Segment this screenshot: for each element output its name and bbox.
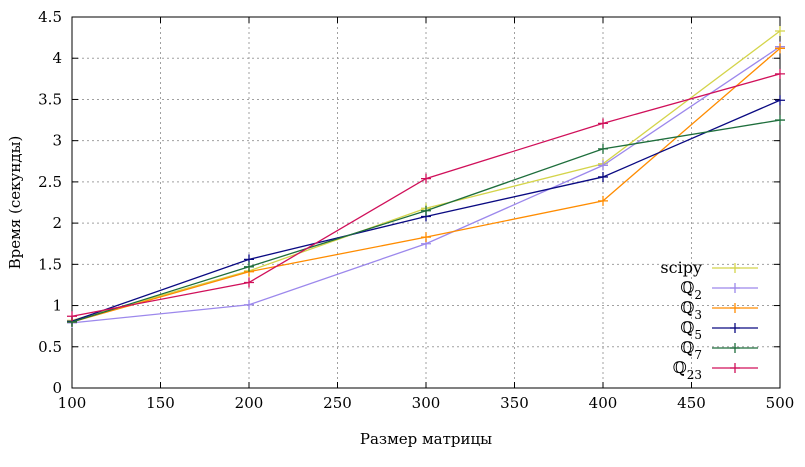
y-tick-label: 0.5 <box>38 338 62 356</box>
y-tick-label: 4 <box>52 49 62 67</box>
data-point <box>244 277 254 288</box>
y-tick-label: 0 <box>52 379 62 397</box>
data-point <box>775 95 785 106</box>
series-line <box>71 47 781 323</box>
y-tick-label: 4.5 <box>38 8 62 26</box>
legend-swatch-marker <box>730 363 740 373</box>
data-point <box>244 261 254 272</box>
data-point <box>598 118 608 129</box>
legend-swatch-marker <box>730 303 740 313</box>
data-point <box>598 195 608 206</box>
legend-label: ℚ2 <box>680 278 702 302</box>
y-tick-label: 1.5 <box>38 255 62 273</box>
data-point <box>67 311 77 322</box>
data-point <box>775 68 785 79</box>
data-point <box>598 171 608 182</box>
data-point <box>421 205 431 216</box>
legend-label: ℚ5 <box>680 318 702 342</box>
x-tick-label: 500 <box>766 394 795 412</box>
grid <box>72 17 780 388</box>
x-axis-title: Размер матрицы <box>360 430 492 448</box>
x-tick-label: 350 <box>500 394 529 412</box>
data-point <box>598 160 608 171</box>
data-point <box>775 43 785 54</box>
data-point <box>244 299 254 310</box>
x-tick-label: 400 <box>589 394 618 412</box>
legend-swatch-marker <box>730 263 740 273</box>
data-point <box>421 232 431 243</box>
legend-swatch-marker <box>730 283 740 293</box>
data-point <box>775 26 785 37</box>
data-point <box>421 173 431 184</box>
series-layer <box>67 26 785 328</box>
legend-label: ℚ7 <box>680 338 702 362</box>
y-tick-label: 3.5 <box>38 90 62 108</box>
legend-swatch-marker <box>730 323 740 333</box>
axis-ticks: 100 150 200 250 300 350 400 450 500 0 0.5 1 1.5 2 2.5 3… <box>38 8 794 412</box>
x-tick-label: 450 <box>677 394 706 412</box>
x-tick-label: 200 <box>235 394 264 412</box>
x-tick-label: 250 <box>323 394 352 412</box>
legend-swatch-marker <box>730 343 740 353</box>
data-point <box>775 115 785 126</box>
x-tick-label: 150 <box>146 394 175 412</box>
x-tick-label: 100 <box>58 394 87 412</box>
y-tick-label: 3 <box>52 132 62 150</box>
y-axis-title: Время (секунды) <box>6 136 24 270</box>
legend-label: ℚ23 <box>673 358 702 382</box>
y-tick-label: 2 <box>52 214 62 232</box>
x-tick-label: 300 <box>412 394 441 412</box>
data-point <box>598 143 608 154</box>
legend-label: scipy <box>660 258 702 277</box>
legend-label: ℚ3 <box>680 298 702 322</box>
y-tick-label: 2.5 <box>38 173 62 191</box>
y-tick-label: 1 <box>52 297 62 315</box>
